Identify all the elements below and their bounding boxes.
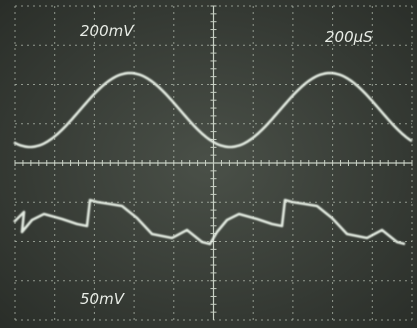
waveforms xyxy=(13,71,413,246)
ch2-scale: 50mV xyxy=(80,290,126,308)
ch1-scale: 200mV xyxy=(80,22,135,40)
timebase: 200µS xyxy=(325,28,373,46)
sine-wave xyxy=(13,71,413,149)
graticule xyxy=(14,5,413,321)
lower-waveform xyxy=(13,198,406,246)
